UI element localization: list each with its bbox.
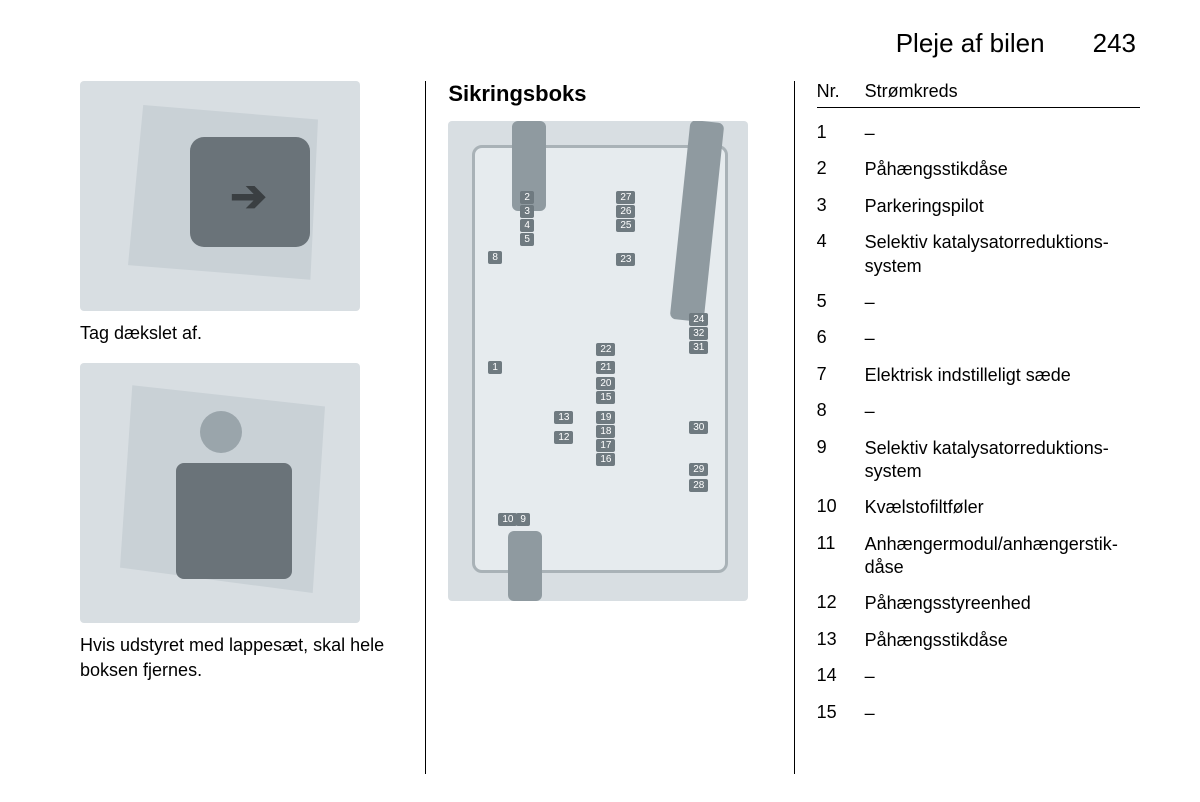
fuse-label: 1 <box>488 361 502 374</box>
fuse-number: 9 <box>817 437 851 458</box>
fuse-label: 8 <box>488 251 502 264</box>
column-separator <box>794 81 795 774</box>
fuse-label: 9 <box>516 513 530 526</box>
fuse-label: 16 <box>596 453 615 466</box>
caption-remove-box: Hvis udstyret med lappesæt, skal hele bo… <box>80 633 403 682</box>
fuse-number: 10 <box>817 496 851 517</box>
fuse-description: Selektiv katalysatorreduktions­system <box>865 437 1140 484</box>
fuse-label: 4 <box>520 219 534 232</box>
fuse-number: 15 <box>817 702 851 723</box>
fuse-table: Nr. Strømkreds 1–2Påhængsstikdåse3Parker… <box>817 81 1140 732</box>
fuse-description: Parkeringspilot <box>865 195 1140 218</box>
fuse-description: – <box>865 327 1140 350</box>
fuse-label: 15 <box>596 391 615 404</box>
fuse-label: 3 <box>520 205 534 218</box>
table-row: 5– <box>817 285 1140 321</box>
fuse-label: 26 <box>616 205 635 218</box>
fuse-number: 4 <box>817 231 851 252</box>
left-column: ➔ Tag dækslet af. Hvis udstyret med lapp… <box>80 81 419 774</box>
fusebox-diagram: 8 1 12 13 23 22 26 25 27 19 18 17 16 21 … <box>448 121 748 601</box>
fuse-description: – <box>865 291 1140 314</box>
table-row: 13 Påhængsstikdåse <box>817 623 1140 659</box>
table-row: 14– <box>817 659 1140 695</box>
fuse-number: 7 <box>817 364 851 385</box>
fuse-label: 20 <box>596 377 615 390</box>
fuse-number: 5 <box>817 291 851 312</box>
page-number: 243 <box>1093 28 1136 59</box>
fuse-label: 32 <box>689 327 708 340</box>
fuse-label: 28 <box>689 479 708 492</box>
fuse-number: 3 <box>817 195 851 216</box>
caption-remove-cover: Tag dækslet af. <box>80 321 403 345</box>
fuse-label: 12 <box>554 431 573 444</box>
table-row: 15– <box>817 696 1140 732</box>
fuse-description: – <box>865 665 1140 688</box>
repair-kit-illustration <box>80 363 360 623</box>
table-header-desc: Strømkreds <box>865 81 958 102</box>
column-separator <box>425 81 426 774</box>
fuse-label: 30 <box>689 421 708 434</box>
fuse-label: 17 <box>596 439 615 452</box>
table-row: 12 Påhængsstyreenhed <box>817 586 1140 622</box>
fuse-label: 23 <box>616 253 635 266</box>
fuse-number: 12 <box>817 592 851 613</box>
fuse-number: 13 <box>817 629 851 650</box>
fuse-label: 21 <box>596 361 615 374</box>
fuse-number: 1 <box>817 122 851 143</box>
fuse-description: Kvælstofiltføler <box>865 496 1140 519</box>
table-row: 3 Parkeringspilot <box>817 189 1140 225</box>
content-columns: ➔ Tag dækslet af. Hvis udstyret med lapp… <box>80 81 1140 774</box>
fuse-number: 14 <box>817 665 851 686</box>
fuse-label: 2 <box>520 191 534 204</box>
chapter-title: Pleje af bilen <box>896 28 1045 59</box>
table-header-nr: Nr. <box>817 81 851 102</box>
table-row: 11 Anhængermodul/anhængerstik­dåse <box>817 527 1140 587</box>
fuse-description: Påhængsstyreenhed <box>865 592 1140 615</box>
arrow-icon: ➔ <box>230 171 267 222</box>
fuse-number: 6 <box>817 327 851 348</box>
table-row: 1– <box>817 116 1140 152</box>
fuse-description: – <box>865 702 1140 725</box>
fuse-description: Elektrisk indstilleligt sæde <box>865 364 1140 387</box>
fuse-number: 2 <box>817 158 851 179</box>
fuse-description: Påhængsstikdåse <box>865 629 1140 652</box>
fuse-label: 13 <box>554 411 573 424</box>
table-row: 7 Elektrisk indstilleligt sæde <box>817 358 1140 394</box>
table-row: 9 Selektiv katalysatorreduktions­system <box>817 431 1140 491</box>
fuse-label: 31 <box>689 341 708 354</box>
fuse-label: 18 <box>596 425 615 438</box>
fuse-table-header: Nr. Strømkreds <box>817 81 1140 108</box>
manual-page: Pleje af bilen 243 ➔ Tag dækslet af. Hvi… <box>0 0 1200 802</box>
table-row: 4 Selektiv katalysatorreduktions­system <box>817 225 1140 285</box>
middle-column: Sikringsboks 8 1 12 13 23 22 26 25 27 19… <box>432 81 787 774</box>
fuse-label: 24 <box>689 313 708 326</box>
fuse-label: 10 <box>498 513 517 526</box>
fuse-description: Selektiv katalysatorreduktions­system <box>865 231 1140 278</box>
right-column: Nr. Strømkreds 1–2Påhængsstikdåse3Parker… <box>801 81 1140 774</box>
section-heading-fusebox: Sikringsboks <box>448 81 771 107</box>
fuse-label: 22 <box>596 343 615 356</box>
fuse-description: – <box>865 122 1140 145</box>
table-row: 8– <box>817 394 1140 430</box>
fuse-label: 5 <box>520 233 534 246</box>
cover-removal-illustration: ➔ <box>80 81 360 311</box>
table-row: 2 Påhængsstikdåse <box>817 152 1140 188</box>
fuse-label: 29 <box>689 463 708 476</box>
fuse-number: 11 <box>817 533 851 554</box>
table-row: 6– <box>817 321 1140 357</box>
fuse-description: Anhængermodul/anhængerstik­dåse <box>865 533 1140 580</box>
page-header: Pleje af bilen 243 <box>80 28 1140 59</box>
fuse-description: Påhængsstikdåse <box>865 158 1140 181</box>
fuse-number: 8 <box>817 400 851 421</box>
fuse-label: 19 <box>596 411 615 424</box>
fuse-label: 27 <box>616 191 635 204</box>
fuse-description: – <box>865 400 1140 423</box>
fuse-label: 25 <box>616 219 635 232</box>
table-row: 10 Kvælstofiltføler <box>817 490 1140 526</box>
